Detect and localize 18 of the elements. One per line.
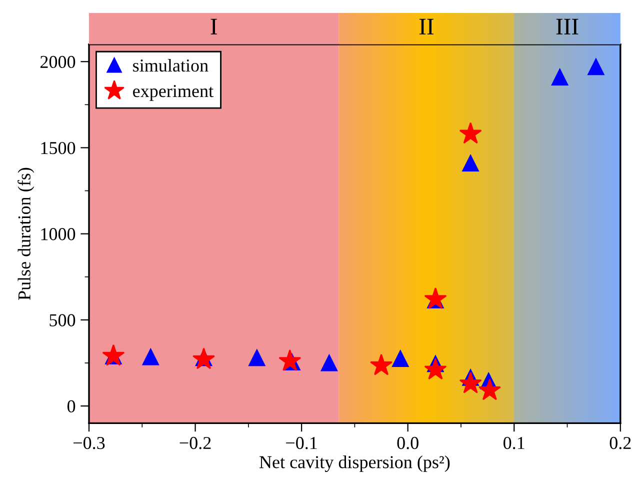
x-axis-title: Net cavity dispersion (ps²) bbox=[259, 456, 450, 472]
x-tick-label: −0.2 bbox=[180, 436, 211, 450]
x-tick-label: −0.1 bbox=[286, 436, 317, 450]
x-tick-label: 0.1 bbox=[504, 436, 524, 450]
band-label: II bbox=[419, 18, 434, 34]
y-tick-label: 1000 bbox=[41, 228, 76, 240]
band-label: III bbox=[556, 18, 578, 34]
y-tick-label: 0 bbox=[67, 400, 76, 412]
legend-label: experiment bbox=[133, 85, 214, 101]
y-tick-label: 2000 bbox=[40, 56, 76, 68]
y-tick-label: 1500 bbox=[41, 142, 76, 154]
x-tick-label: 0.2 bbox=[610, 436, 631, 450]
band-label: I bbox=[210, 18, 217, 34]
y-axis-title: Pulse duration (fs) bbox=[18, 168, 34, 300]
x-tick-label: −0.3 bbox=[74, 436, 105, 450]
y-tick-label: 500 bbox=[50, 314, 76, 326]
x-tick-label: 0.0 bbox=[397, 436, 418, 450]
legend-label: simulation bbox=[133, 58, 208, 72]
